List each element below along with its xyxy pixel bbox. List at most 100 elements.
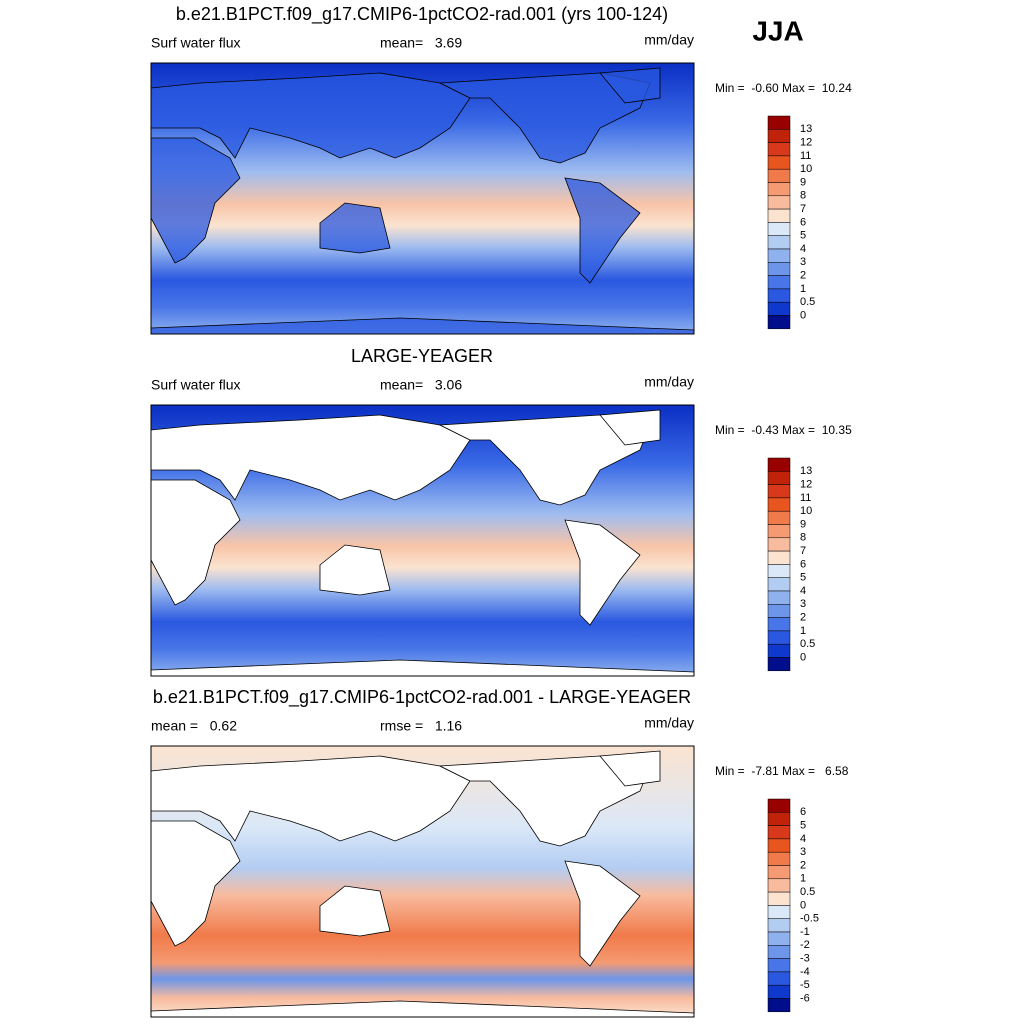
- colorbar-box: [767, 155, 791, 170]
- colorbar-box: [767, 643, 791, 658]
- colorbar-box: [767, 564, 791, 578]
- colorbar-box: [767, 617, 791, 632]
- colorbar-box: [767, 931, 791, 946]
- colorbar-label: 5: [800, 820, 806, 832]
- colorbar-box: [767, 998, 791, 1013]
- colorbar-box: [767, 524, 791, 539]
- colorbar-box: [767, 222, 791, 236]
- colorbar-box: [767, 208, 791, 223]
- colorbar-label: -1: [800, 926, 810, 938]
- colorbar-box: [767, 630, 791, 645]
- colorbar-label: 9: [800, 518, 806, 530]
- left-label: Surf water flux: [151, 377, 240, 393]
- colorbar-box: [767, 182, 791, 197]
- map: [150, 62, 695, 335]
- colorbar-label: 13: [800, 123, 812, 135]
- colorbar-label: -0.5: [800, 913, 819, 925]
- panel-title: b.e21.B1PCT.f09_g17.CMIP6-1pctCO2-rad.00…: [176, 4, 668, 25]
- colorbar-label: 3: [800, 846, 806, 858]
- colorbar-label: 1: [800, 283, 806, 295]
- colorbar-box: [767, 984, 791, 999]
- colorbar-label: 6: [800, 216, 806, 228]
- colorbar-box: [767, 865, 791, 880]
- min-max-label: Min = -0.60 Max = 10.24: [715, 81, 852, 95]
- colorbar-label: 0: [800, 651, 806, 663]
- colorbar-label: 13: [800, 465, 812, 477]
- units-label: mm/day: [644, 715, 694, 731]
- units-label: mm/day: [644, 32, 694, 48]
- colorbar-box: [767, 168, 791, 183]
- season-label: JJA: [752, 15, 803, 46]
- colorbar-label: 1: [800, 873, 806, 885]
- colorbar-label: 6: [800, 806, 806, 818]
- colorbar-box: [767, 604, 791, 618]
- colorbar-box: [767, 838, 791, 853]
- colorbar-label: 2: [800, 270, 806, 282]
- colorbar-box: [767, 958, 791, 973]
- colorbar-label: -3: [800, 953, 810, 965]
- colorbar-box: [767, 905, 791, 919]
- colorbar-box: [767, 288, 791, 303]
- left-label: mean = 0.62: [151, 718, 237, 734]
- colorbar-label: -5: [800, 979, 810, 991]
- colorbar-box: [767, 301, 791, 316]
- colorbar-box: [767, 484, 791, 499]
- colorbar-box: [767, 142, 791, 157]
- colorbar-box: [767, 115, 791, 130]
- colorbar-label: 11: [800, 492, 811, 504]
- colorbar-label: 10: [800, 163, 812, 175]
- map: [150, 745, 695, 1018]
- colorbar-label: -4: [800, 966, 810, 978]
- colorbar-box: [767, 851, 791, 866]
- colorbar-label: 8: [800, 532, 806, 544]
- colorbar-label: -6: [800, 992, 810, 1004]
- colorbar-label: 9: [800, 176, 806, 188]
- colorbar-box: [767, 577, 791, 592]
- map-frame: [150, 62, 695, 335]
- colorbar-label: 2: [800, 859, 806, 871]
- colorbar-box: [767, 550, 791, 565]
- colorbar-box: [767, 510, 791, 525]
- colorbar-box: [767, 248, 791, 263]
- center-label: mean= 3.69: [380, 35, 462, 51]
- colorbar-label: 10: [800, 505, 812, 517]
- colorbar-label: 4: [800, 243, 806, 255]
- min-max-label: Min = -0.43 Max = 10.35: [715, 423, 852, 437]
- colorbar-box: [767, 798, 791, 813]
- colorbar-box: [767, 971, 791, 986]
- colorbar-box: [767, 537, 791, 552]
- colorbar-box: [767, 812, 791, 826]
- colorbar-label: 3: [800, 256, 806, 268]
- colorbar-label: 5: [800, 230, 806, 242]
- colorbar-label: 1: [800, 625, 806, 637]
- colorbar-box: [767, 891, 791, 906]
- colorbar-label: 0: [800, 899, 806, 911]
- colorbar-label: 4: [800, 585, 806, 597]
- colorbar-box: [767, 275, 791, 290]
- colorbar-label: 0.5: [800, 886, 815, 898]
- panel-title: LARGE-YEAGER: [351, 346, 493, 366]
- center-label: mean= 3.06: [380, 377, 462, 393]
- colorbar-box: [767, 497, 791, 512]
- colorbar-box: [767, 918, 791, 933]
- colorbar-label: 0: [800, 309, 806, 321]
- panel-title: b.e21.B1PCT.f09_g17.CMIP6-1pctCO2-rad.00…: [153, 687, 691, 708]
- colorbar-box: [767, 195, 791, 210]
- map-frame: [150, 745, 695, 1018]
- colorbar-label: 5: [800, 572, 806, 584]
- colorbar-label: 6: [800, 558, 806, 570]
- colorbar-box: [767, 262, 791, 276]
- colorbar-box: [767, 825, 791, 840]
- colorbar-box: [767, 471, 791, 485]
- colorbar-label: 12: [800, 479, 812, 491]
- colorbar-box: [767, 315, 791, 330]
- colorbar-box: [767, 590, 791, 605]
- colorbar-box: [767, 878, 791, 893]
- map: [150, 404, 695, 677]
- colorbar-label: 4: [800, 833, 806, 845]
- colorbar-label: 3: [800, 598, 806, 610]
- colorbar-label: 2: [800, 612, 806, 624]
- colorbar-label: 12: [800, 137, 812, 149]
- left-label: Surf water flux: [151, 35, 240, 51]
